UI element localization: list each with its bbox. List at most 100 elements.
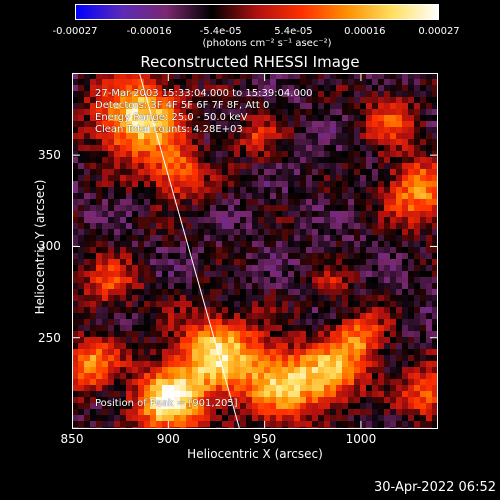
heatmap-cell (198, 343, 204, 349)
heatmap-cell (144, 289, 150, 295)
heatmap-cell (354, 349, 360, 355)
heatmap-cell (210, 139, 216, 145)
heatmap-cell (318, 151, 324, 157)
heatmap-cell (216, 361, 222, 367)
heatmap-cell (420, 211, 426, 217)
heatmap-cell (210, 223, 216, 229)
heatmap-cell (102, 349, 108, 355)
heatmap-cell (114, 409, 120, 415)
heatmap-cell (186, 181, 192, 187)
heatmap-cell (372, 217, 378, 223)
heatmap-cell (174, 277, 180, 283)
heatmap-cell (318, 145, 324, 151)
heatmap-cell (90, 241, 96, 247)
heatmap-cell (396, 175, 402, 181)
heatmap-cell (198, 73, 204, 79)
heatmap-cell (384, 211, 390, 217)
heatmap-cell (414, 259, 420, 265)
heatmap-cell (246, 127, 252, 133)
heatmap-cell (390, 313, 396, 319)
heatmap-cell (270, 157, 276, 163)
heatmap-cell (108, 367, 114, 373)
heatmap-cell (144, 175, 150, 181)
heatmap-cell (198, 301, 204, 307)
heatmap-cell (246, 337, 252, 343)
heatmap-cell (210, 421, 216, 427)
heatmap-cell (198, 175, 204, 181)
heatmap-cell (300, 223, 306, 229)
heatmap-cell (222, 79, 228, 85)
heatmap-cell (102, 283, 108, 289)
heatmap-cell (360, 265, 366, 271)
heatmap-cell (420, 289, 426, 295)
heatmap-cell (324, 211, 330, 217)
heatmap-cell (162, 253, 168, 259)
heatmap-cell (408, 337, 414, 343)
heatmap-cell (102, 217, 108, 223)
heatmap-cell (108, 229, 114, 235)
heatmap-cell (204, 253, 210, 259)
heatmap-cell (300, 319, 306, 325)
heatmap-cell (318, 157, 324, 163)
heatmap-cell (426, 217, 432, 223)
heatmap-cell (138, 175, 144, 181)
heatmap-cell (126, 397, 132, 403)
heatmap-cell (78, 193, 84, 199)
heatmap-cell (84, 409, 90, 415)
heatmap-cell (240, 205, 246, 211)
heatmap-cell (288, 103, 294, 109)
heatmap-cell (174, 217, 180, 223)
heatmap-cell (246, 379, 252, 385)
heatmap-cell (330, 157, 336, 163)
heatmap-cell (324, 391, 330, 397)
heatmap-cell (210, 115, 216, 121)
heatmap-cell (180, 97, 186, 103)
heatmap-cell (84, 235, 90, 241)
heatmap-cell (264, 277, 270, 283)
heatmap-cell (288, 343, 294, 349)
heatmap-cell (114, 145, 120, 151)
heatmap-cell (234, 73, 240, 79)
heatmap-cell (312, 361, 318, 367)
heatmap-cell (360, 235, 366, 241)
heatmap-cell (126, 331, 132, 337)
heatmap-cell (162, 181, 168, 187)
heatmap-cell (312, 91, 318, 97)
heatmap-cell (228, 103, 234, 109)
heatmap-cell (390, 415, 396, 421)
heatmap-cell (150, 91, 156, 97)
heatmap-cell (252, 283, 258, 289)
heatmap-cell (78, 127, 84, 133)
heatmap-cell (156, 385, 162, 391)
heatmap-cell (210, 205, 216, 211)
heatmap-cell (378, 421, 384, 427)
heatmap-cell (342, 367, 348, 373)
heatmap-cell (354, 409, 360, 415)
heatmap-cell (156, 277, 162, 283)
heatmap-cell (342, 181, 348, 187)
heatmap-cell (108, 85, 114, 91)
heatmap-cell (180, 367, 186, 373)
heatmap-cell (198, 211, 204, 217)
heatmap-cell (306, 175, 312, 181)
heatmap-cell (84, 259, 90, 265)
heatmap-cell (372, 241, 378, 247)
heatmap-cell (396, 133, 402, 139)
heatmap-cell (282, 103, 288, 109)
heatmap-cell (324, 379, 330, 385)
heatmap-cell (336, 181, 342, 187)
heatmap-cell (78, 121, 84, 127)
heatmap-cell (264, 157, 270, 163)
heatmap-cell (180, 187, 186, 193)
heatmap-cell (354, 259, 360, 265)
heatmap-cell (420, 115, 426, 121)
heatmap-cell (402, 241, 408, 247)
heatmap-cell (426, 139, 432, 145)
heatmap-cell (144, 133, 150, 139)
heatmap-cell (336, 391, 342, 397)
heatmap-cell (282, 421, 288, 427)
heatmap-cell (210, 409, 216, 415)
heatmap-cell (270, 277, 276, 283)
heatmap-cell (156, 115, 162, 121)
heatmap-cell (366, 331, 372, 337)
